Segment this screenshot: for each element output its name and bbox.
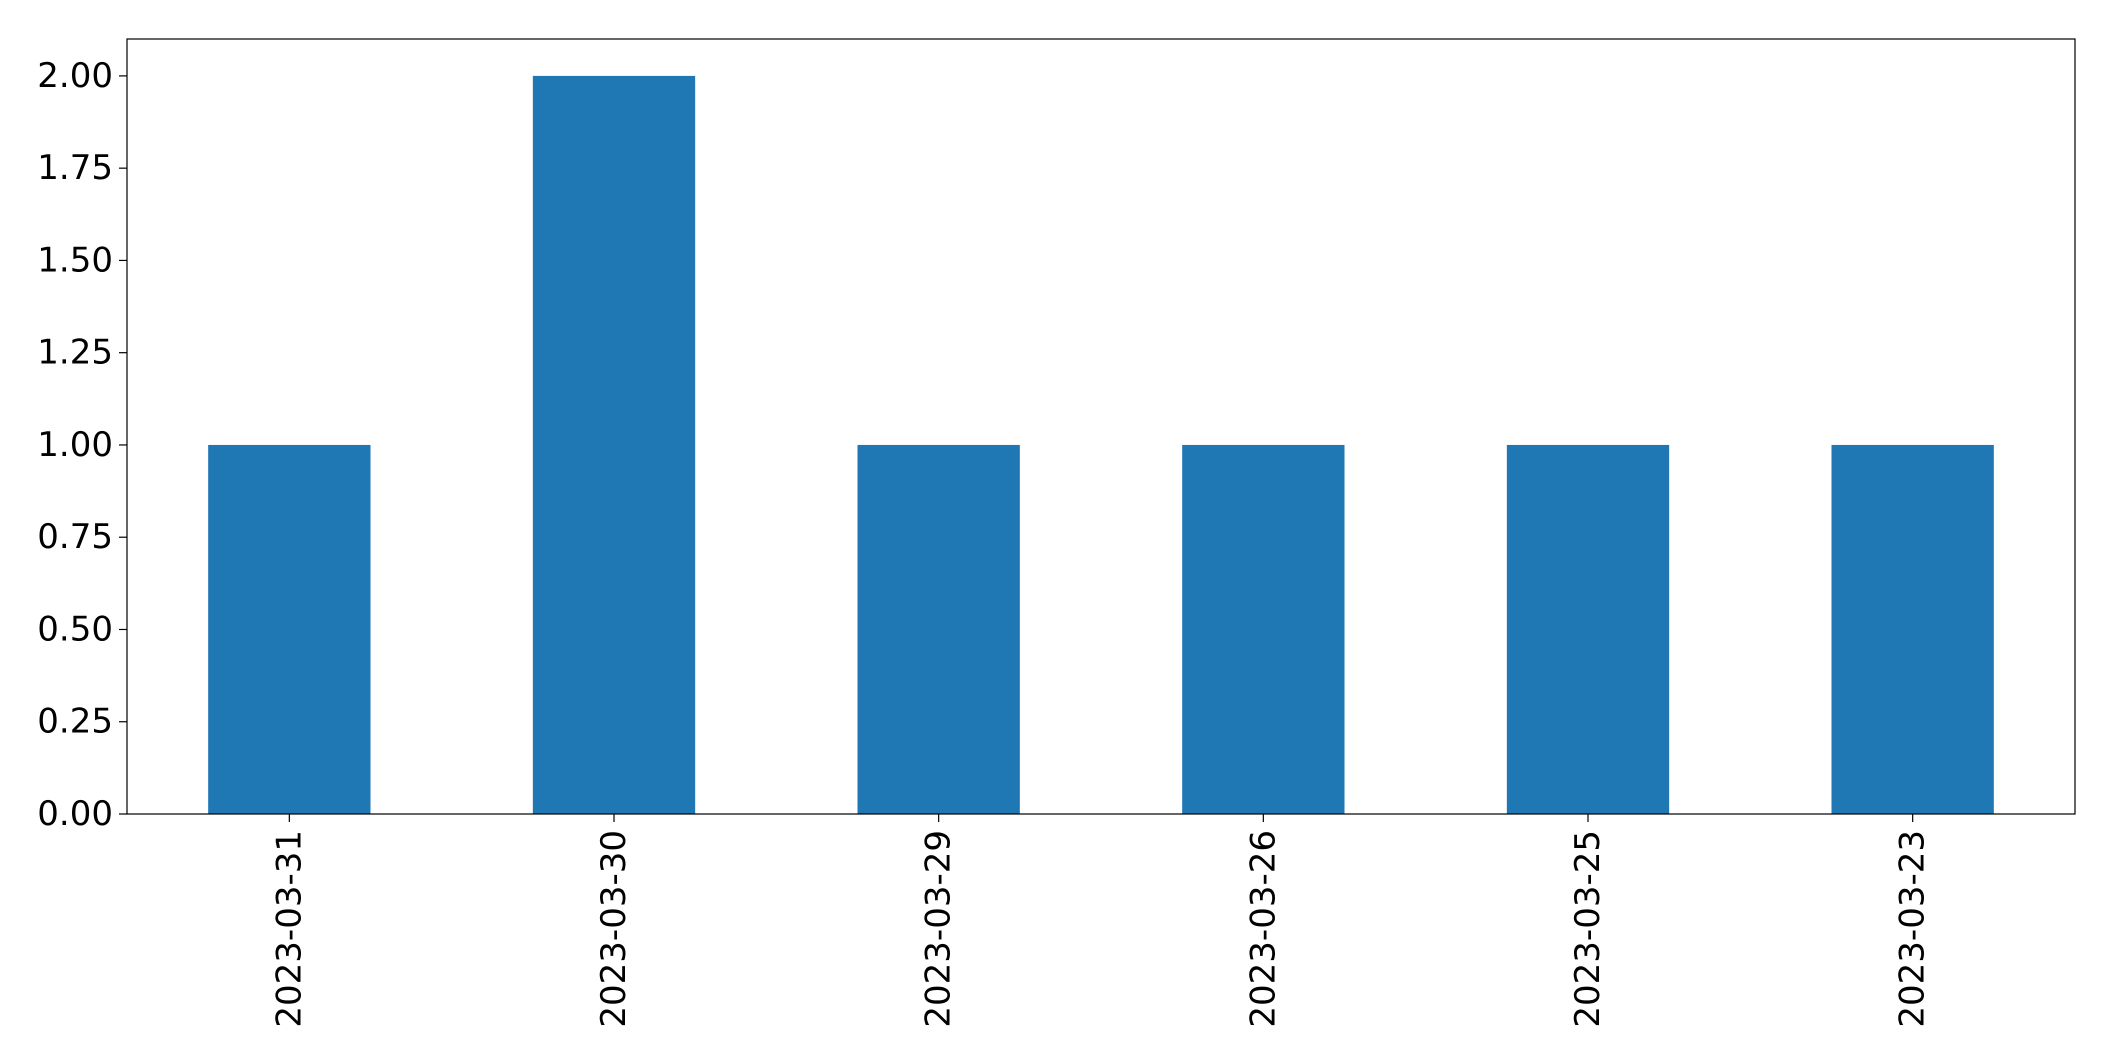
y-tick-label: 1.25 (37, 333, 113, 373)
y-tick-label: 1.75 (37, 148, 113, 188)
x-tick-label: 2023-03-31 (269, 830, 309, 1028)
y-tick-label: 2.00 (37, 56, 113, 96)
x-axis-ticks: 2023-03-31 2023-03-30 2023-03-29 2023-03-26… (269, 814, 1933, 1028)
x-tick-label: 2023-03-29 (919, 830, 959, 1028)
x-tick-label: 2023-03-26 (1243, 830, 1283, 1028)
x-tick-label: 2023-03-23 (1893, 830, 1933, 1028)
bar-2023-03-29 (857, 444, 1020, 814)
y-tick-label: 0.00 (37, 794, 113, 834)
plot-frame (126, 38, 2076, 815)
bar-2023-03-30 (532, 75, 696, 814)
y-tick-label: 1.00 (37, 425, 113, 465)
y-tick-label: 0.75 (37, 517, 113, 557)
bar-2023-03-26 (1182, 444, 1345, 814)
x-tick-label: 2023-03-30 (594, 830, 634, 1028)
bar-2023-03-23 (1831, 444, 1994, 814)
y-tick-label: 1.50 (37, 240, 113, 280)
bars-layer (208, 75, 1994, 814)
y-axis-ticks: 0.00 0.25 0.50 0.75 1.00 1.25 1.50 1.75 2.00 (37, 56, 127, 834)
bar-2023-03-25 (1506, 444, 1670, 814)
bar-2023-03-31 (208, 444, 371, 814)
x-tick-label: 2023-03-25 (1568, 830, 1608, 1028)
y-tick-label: 0.50 (37, 609, 113, 649)
y-tick-label: 0.25 (37, 702, 113, 742)
